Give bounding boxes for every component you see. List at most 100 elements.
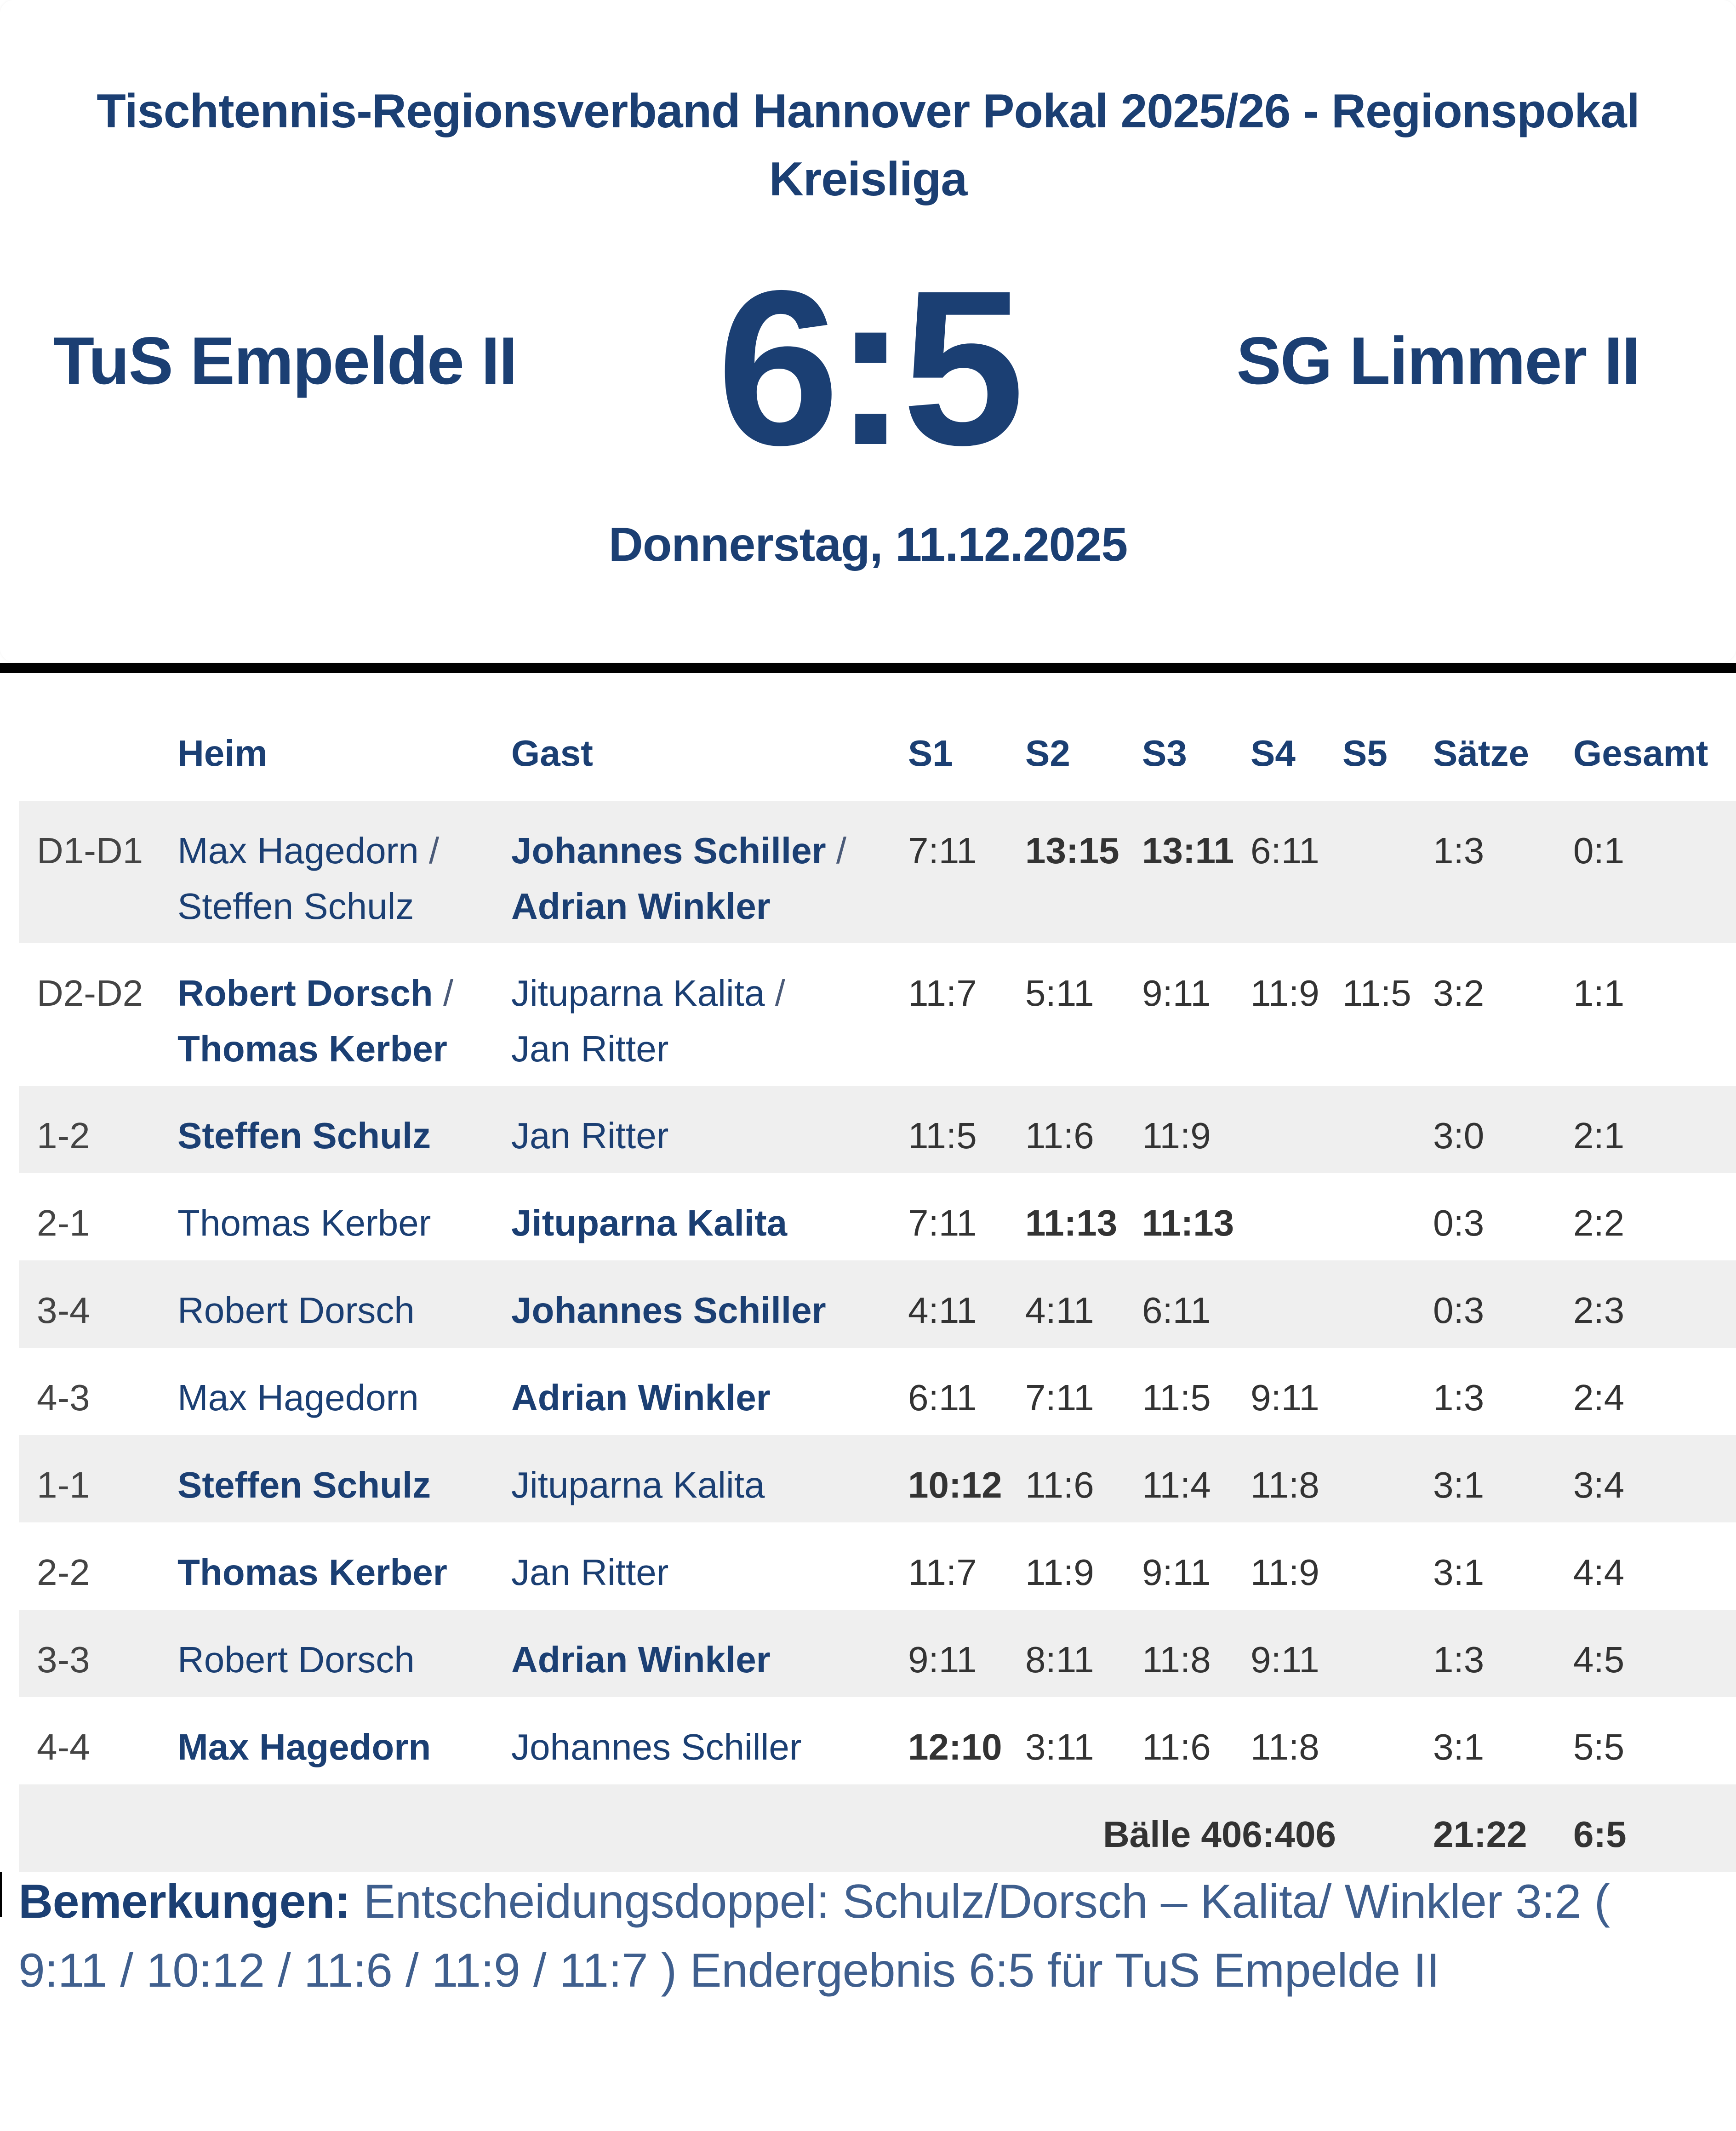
set-2-score: 3:11 [1025,1726,1094,1767]
set-3-score: 9:11 [1142,1552,1211,1593]
column-header-heim: Heim [177,733,268,774]
home-player[interactable]: Max Hagedorn [177,1377,419,1418]
home-player[interactable]: Robert Dorsch [177,1639,415,1680]
home-team-name[interactable]: TuS Empelde II [53,323,518,398]
guest-player[interactable]: Johannes Schiller [511,1290,826,1331]
match-code: 4-4 [37,1726,90,1767]
competition-title-line-2: Kreisliga [769,153,967,206]
match-code: 1-2 [37,1115,90,1156]
guest-player[interactable]: Johannes Schiller [511,1726,802,1767]
running-total: 2:2 [1573,1202,1625,1243]
guest-player-2[interactable]: Adrian Winkler [511,886,771,927]
guest-players: Johannes Schiller / Adrian Winkler [511,823,846,934]
pair-separator: / [418,830,440,871]
set-2-score: 4:11 [1025,1290,1094,1331]
table-row: D1-D1 Max Hagedorn / Steffen Schulz Joha… [19,801,1736,943]
column-header-s5: S5 [1342,733,1388,774]
sets-result: 3:0 [1433,1115,1485,1156]
section-divider [0,663,1736,673]
guest-player[interactable]: Adrian Winkler [511,1377,771,1418]
column-header-s3: S3 [1142,733,1187,774]
remarks-text: Entscheidungsdoppel: Schulz/Dorsch – Kal… [18,1875,1610,1997]
guest-player[interactable]: Jan Ritter [511,1115,669,1156]
guest-team-name[interactable]: SG Limmer II [1236,323,1640,398]
guest-player[interactable]: Jituparna Kalita [511,1464,765,1505]
pair-separator: / [433,973,454,1014]
set-4-score: 11:9 [1251,973,1319,1014]
competition-title-line-1: Tischtennis-Regionsverband Hannover Poka… [97,85,1640,138]
table-row: 2-1 Thomas Kerber Jituparna Kalita 7:11 … [19,1173,1736,1260]
pair-separator: / [765,973,785,1014]
set-4-score: 6:11 [1251,830,1319,871]
home-player[interactable]: Steffen Schulz [177,1115,431,1156]
column-header-s4: S4 [1251,733,1296,774]
set-1-score: 11:7 [908,1552,977,1593]
guest-player[interactable]: Jan Ritter [511,1552,669,1593]
guest-player[interactable]: Adrian Winkler [511,1639,771,1680]
home-player[interactable]: Max Hagedorn [177,1726,431,1767]
sets-result: 1:3 [1433,1377,1485,1418]
running-total: 2:1 [1573,1115,1625,1156]
home-player-1[interactable]: Max Hagedorn [177,830,419,871]
table-row: 4-4 Max Hagedorn Johannes Schiller 12:10… [19,1697,1736,1784]
match-results-table: Heim Gast S1 S2 S3 S4 S5 Sätze Gesamt D1… [19,717,1736,1872]
sets-result: 3:1 [1433,1552,1485,1593]
set-2-score: 11:9 [1025,1552,1094,1593]
column-header-saetze: Sätze [1433,733,1529,774]
home-player[interactable]: Thomas Kerber [177,1552,447,1593]
match-code: 4-3 [37,1377,90,1418]
home-player-1[interactable]: Robert Dorsch [177,973,433,1014]
total-score: 6:5 [1573,1814,1627,1855]
pair-separator: / [826,830,847,871]
match-code: 3-4 [37,1290,90,1331]
sets-result: 3:1 [1433,1464,1485,1505]
home-player-2[interactable]: Steffen Schulz [177,886,414,927]
set-2-score: 8:11 [1025,1639,1094,1680]
running-total: 0:1 [1573,830,1625,871]
remarks-section: Bemerkungen: Entscheidungsdoppel: Schulz… [18,1867,1655,2005]
table-row: 2-2 Thomas Kerber Jan Ritter 11:7 11:9 9… [19,1522,1736,1610]
guest-player[interactable]: Jituparna Kalita [511,1202,788,1243]
match-header-card: Tischtennis-Regionsverband Hannover Poka… [0,0,1736,662]
competition-title: Tischtennis-Regionsverband Hannover Poka… [0,77,1736,213]
set-4-score: 11:8 [1251,1726,1319,1767]
table-header-row: Heim Gast S1 S2 S3 S4 S5 Sätze Gesamt [19,717,1736,801]
guest-player-2[interactable]: Jan Ritter [511,1028,669,1069]
set-3-score: 11:13 [1142,1202,1234,1243]
set-3-score: 11:5 [1142,1377,1211,1418]
set-4-score: 9:11 [1251,1377,1319,1418]
home-player-2[interactable]: Thomas Kerber [177,1028,447,1069]
table-row: D2-D2 Robert Dorsch / Thomas Kerber Jitu… [19,943,1736,1086]
table-row: 4-3 Max Hagedorn Adrian Winkler 6:11 7:1… [19,1348,1736,1435]
guest-player-1[interactable]: Jituparna Kalita [511,973,765,1014]
match-date: Donnerstag, 11.12.2025 [608,518,1128,571]
set-2-score: 5:11 [1025,973,1094,1014]
home-player[interactable]: Robert Dorsch [177,1290,415,1331]
set-1-score: 12:10 [908,1726,1002,1767]
running-total: 3:4 [1573,1464,1625,1505]
running-total: 4:4 [1573,1552,1625,1593]
table-row: 1-1 Steffen Schulz Jituparna Kalita 10:1… [19,1435,1736,1522]
running-total: 4:5 [1573,1639,1625,1680]
set-1-score: 9:11 [908,1639,977,1680]
set-3-score: 9:11 [1142,973,1211,1014]
set-4-score: 11:9 [1251,1552,1319,1593]
match-code: 1-1 [37,1464,90,1505]
guest-players: Jituparna Kalita / Jan Ritter [511,965,785,1077]
set-3-score: 13:11 [1142,830,1234,871]
remarks-label: Bemerkungen: [18,1875,351,1928]
match-code: D1-D1 [37,830,143,871]
home-player[interactable]: Steffen Schulz [177,1464,431,1505]
guest-player-1[interactable]: Johannes Schiller [511,830,826,871]
set-2-score: 11:6 [1025,1464,1094,1505]
table-row: 1-2 Steffen Schulz Jan Ritter 11:5 11:6 … [19,1086,1736,1173]
sets-result: 1:3 [1433,830,1485,871]
home-player[interactable]: Thomas Kerber [177,1202,431,1243]
match-code: D2-D2 [37,973,143,1014]
table-row: 3-3 Robert Dorsch Adrian Winkler 9:11 8:… [19,1610,1736,1697]
match-code: 2-1 [37,1202,90,1243]
set-1-score: 6:11 [908,1377,977,1418]
column-header-gast: Gast [511,733,593,774]
set-3-score: 11:9 [1142,1115,1211,1156]
set-3-score: 6:11 [1142,1290,1211,1331]
